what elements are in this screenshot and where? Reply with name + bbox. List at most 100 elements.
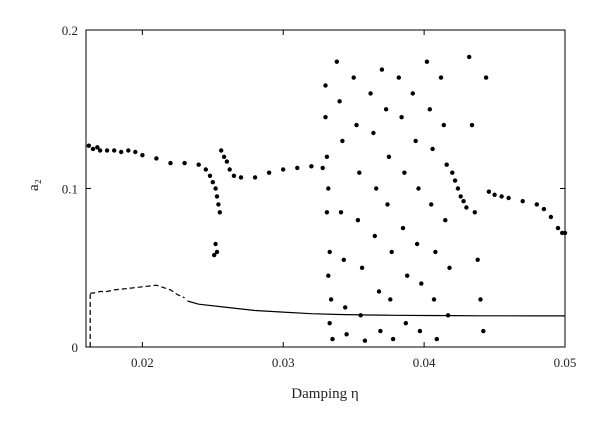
data-point <box>221 154 227 159</box>
x-tick-label: 0.03 <box>272 355 295 370</box>
data-point <box>328 297 334 302</box>
data-point <box>402 170 407 175</box>
data-point <box>434 336 439 342</box>
data-point <box>541 206 547 212</box>
data-point <box>371 130 376 136</box>
solid-line-path <box>187 300 565 317</box>
data-point <box>213 186 218 191</box>
data-point <box>416 186 421 191</box>
data-point <box>414 241 420 247</box>
data-point <box>266 170 272 175</box>
data-point <box>506 195 511 201</box>
y-axis-ticks: 0 0.1 0.2 <box>62 23 565 355</box>
data-point <box>383 107 389 112</box>
data-point <box>281 167 286 172</box>
data-point <box>378 328 383 334</box>
data-point <box>376 289 382 294</box>
data-point <box>464 205 469 210</box>
data-point <box>399 115 404 120</box>
x-tick-label: 0.04 <box>413 355 436 370</box>
data-point <box>357 170 362 175</box>
data-point <box>326 273 331 278</box>
dashed-line-path <box>90 284 185 299</box>
data-point <box>344 332 349 337</box>
data-point <box>389 249 394 255</box>
y-tick-label: 0 <box>72 340 79 355</box>
data-point <box>140 153 145 158</box>
data-point <box>323 83 328 88</box>
data-point <box>196 162 201 167</box>
data-point <box>483 75 489 80</box>
data-point <box>355 218 361 223</box>
data-point <box>478 297 483 302</box>
data-point <box>427 107 432 112</box>
data-point <box>419 281 424 286</box>
plot-frame <box>85 29 566 348</box>
data-point <box>424 59 430 64</box>
y-axis-label: a₂ <box>26 179 42 191</box>
data-point <box>429 202 434 207</box>
data-point <box>327 321 332 326</box>
x-tick-label: 0.05 <box>554 355 577 370</box>
data-point <box>443 218 448 223</box>
data-point <box>217 210 222 215</box>
data-point <box>433 249 438 255</box>
data-point <box>210 180 215 185</box>
data-point <box>323 115 328 120</box>
data-point <box>168 160 173 166</box>
data-point <box>213 241 218 247</box>
data-point <box>354 122 359 128</box>
data-point <box>119 149 124 155</box>
data-point <box>351 75 356 80</box>
data-point <box>212 252 217 258</box>
data-point <box>548 214 554 220</box>
data-point <box>359 265 365 270</box>
data-point <box>154 156 159 161</box>
data-point <box>455 186 461 191</box>
data-point <box>324 210 330 215</box>
x-axis-ticks: 0.02 0.03 0.04 0.05 <box>131 30 576 370</box>
data-point <box>403 321 408 326</box>
data-point <box>224 159 230 164</box>
data-point <box>337 99 342 104</box>
data-point <box>330 336 335 342</box>
data-point <box>386 154 392 159</box>
data-point <box>438 75 444 80</box>
data-point <box>413 138 418 144</box>
data-point <box>309 164 314 169</box>
data-point <box>492 192 497 197</box>
data-point <box>207 173 213 178</box>
x-axis-label: Damping η <box>291 386 359 402</box>
data-point <box>417 328 423 334</box>
data-point <box>182 160 187 166</box>
data-point <box>481 328 486 334</box>
data-point <box>430 146 435 152</box>
data-point <box>324 154 330 159</box>
data-point <box>326 186 331 191</box>
data-point <box>447 265 452 270</box>
data-point <box>486 189 492 194</box>
data-point <box>231 173 237 178</box>
data-point <box>472 210 477 215</box>
series-2 <box>90 284 185 299</box>
data-point <box>450 170 455 175</box>
data-point <box>452 178 458 183</box>
data-point <box>467 54 472 60</box>
data-point <box>334 59 339 64</box>
data-point <box>126 148 131 153</box>
data-point <box>469 122 475 128</box>
plot-area-border <box>85 29 566 348</box>
data-point <box>431 297 437 302</box>
data-point <box>520 199 525 204</box>
data-point <box>362 338 368 343</box>
data-point <box>405 273 410 278</box>
data-point <box>295 165 300 171</box>
y-tick-label: 0.1 <box>62 182 78 197</box>
data-point <box>534 202 539 207</box>
data-point <box>400 225 406 231</box>
data-point <box>388 297 393 302</box>
data-point <box>95 145 100 150</box>
data-point <box>368 91 373 96</box>
series-layer <box>86 54 568 347</box>
data-point <box>219 148 224 153</box>
